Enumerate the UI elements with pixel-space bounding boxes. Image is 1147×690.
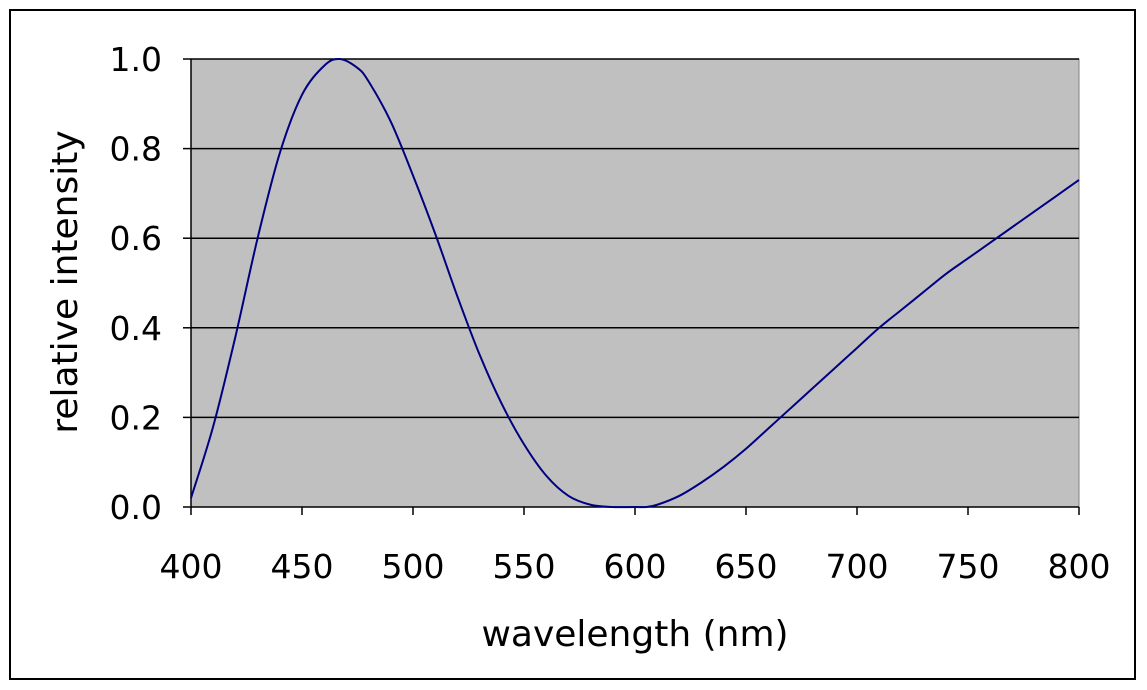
x-tick-label: 650 (715, 547, 778, 586)
y-ticks: 0.0 0.2 0.4 0.6 0.8 1.0 (110, 40, 191, 527)
x-tick-label: 600 (604, 547, 667, 586)
x-tick-label: 700 (826, 547, 889, 586)
y-tick-label: 0.8 (110, 130, 162, 169)
x-tick-label: 800 (1048, 547, 1111, 586)
y-tick-label: 0.4 (110, 309, 162, 348)
x-tick-label: 500 (382, 547, 445, 586)
x-tick-label: 550 (493, 547, 556, 586)
x-tick-label: 400 (160, 547, 223, 586)
plot-area (190, 58, 1080, 508)
y-tick-label: 1.0 (110, 40, 162, 79)
x-tick-label: 750 (937, 547, 1000, 586)
y-tick-label: 0.6 (110, 219, 162, 258)
y-tick-label: 0.0 (110, 488, 162, 527)
series-line (190, 57, 1080, 509)
x-ticks: 400 450 500 550 600 650 700 750 800 (160, 507, 1111, 586)
x-tick-label: 450 (271, 547, 334, 586)
y-tick-label: 0.2 (110, 398, 162, 437)
x-axis-label: wavelength (nm) (481, 614, 788, 655)
y-axis-label: relative intensity (45, 130, 86, 433)
